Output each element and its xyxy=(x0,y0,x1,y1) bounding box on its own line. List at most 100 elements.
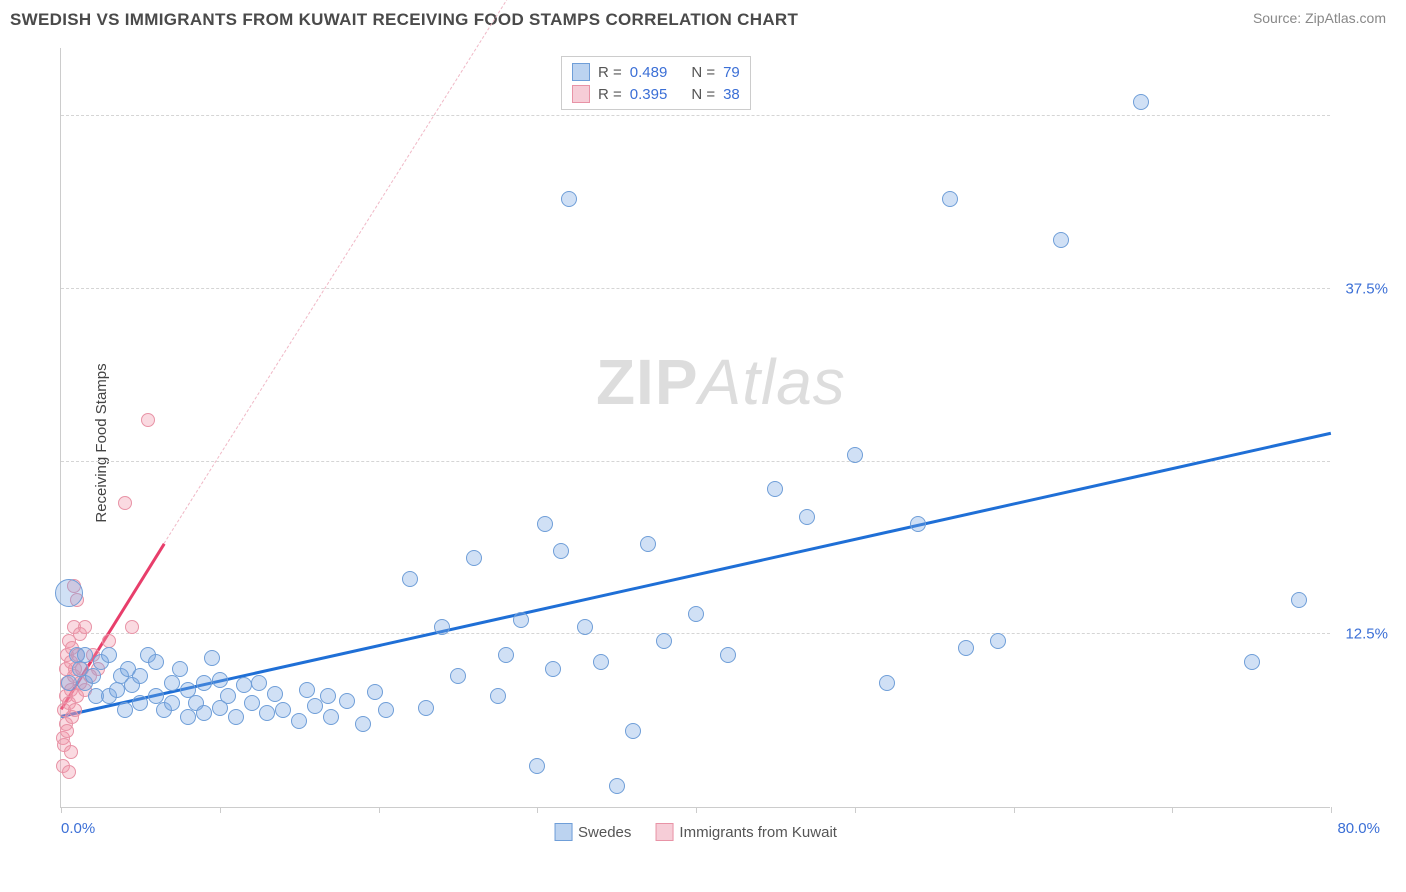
swatch-kuwait-icon xyxy=(655,823,673,841)
data-point-kuwait xyxy=(62,765,76,779)
data-point-swedes xyxy=(942,191,958,207)
data-point-swedes xyxy=(275,702,291,718)
data-point-swedes xyxy=(450,668,466,684)
swatch-swedes-icon xyxy=(554,823,572,841)
data-point-swedes xyxy=(267,686,283,702)
watermark: ZIPAtlas xyxy=(596,345,846,419)
data-point-swedes xyxy=(228,709,244,725)
trend-line xyxy=(164,0,522,544)
data-point-swedes xyxy=(1244,654,1260,670)
legend-item-kuwait: Immigrants from Kuwait xyxy=(655,823,837,841)
data-point-swedes xyxy=(990,633,1006,649)
data-point-swedes xyxy=(77,647,93,663)
x-tick-label: 80.0% xyxy=(1337,820,1380,837)
data-point-kuwait xyxy=(141,413,155,427)
data-point-swedes xyxy=(490,688,506,704)
data-point-swedes xyxy=(466,550,482,566)
grid-line xyxy=(61,115,1330,116)
x-tick xyxy=(379,807,380,813)
data-point-swedes xyxy=(640,536,656,552)
x-tick xyxy=(1172,807,1173,813)
x-tick xyxy=(1331,807,1332,813)
data-point-swedes xyxy=(212,672,228,688)
legend: Swedes Immigrants from Kuwait xyxy=(554,823,837,841)
data-point-swedes xyxy=(545,661,561,677)
data-point-swedes xyxy=(85,668,101,684)
legend-item-swedes: Swedes xyxy=(554,823,631,841)
grid-line xyxy=(61,288,1330,289)
data-point-swedes xyxy=(529,758,545,774)
data-point-swedes xyxy=(132,695,148,711)
data-point-swedes xyxy=(367,684,383,700)
data-point-swedes xyxy=(910,516,926,532)
y-tick-label: 12.5% xyxy=(1345,626,1388,643)
data-point-kuwait xyxy=(60,724,74,738)
data-point-swedes xyxy=(117,702,133,718)
data-point-swedes xyxy=(196,705,212,721)
data-point-swedes xyxy=(767,481,783,497)
x-tick xyxy=(1014,807,1015,813)
data-point-swedes xyxy=(688,606,704,622)
data-point-swedes xyxy=(164,675,180,691)
data-point-kuwait xyxy=(64,745,78,759)
stats-row-kuwait: R = 0.395 N = 38 xyxy=(572,83,740,105)
data-point-swedes xyxy=(148,654,164,670)
data-point-kuwait xyxy=(125,620,139,634)
data-point-swedes xyxy=(355,716,371,732)
trend-line xyxy=(61,431,1332,717)
data-point-swedes xyxy=(164,695,180,711)
data-point-swedes xyxy=(1291,592,1307,608)
chart-title: SWEDISH VS IMMIGRANTS FROM KUWAIT RECEIV… xyxy=(10,10,798,30)
data-point-swedes xyxy=(320,688,336,704)
data-point-swedes xyxy=(656,633,672,649)
data-point-swedes xyxy=(109,682,125,698)
data-point-kuwait xyxy=(118,496,132,510)
plot-area: ZIPAtlas R = 0.489 N = 79 R = 0.395 N = … xyxy=(60,48,1330,808)
x-tick xyxy=(855,807,856,813)
data-point-swedes xyxy=(101,647,117,663)
data-point-swedes xyxy=(204,650,220,666)
data-point-swedes xyxy=(244,695,260,711)
y-tick-label: 37.5% xyxy=(1345,280,1388,297)
data-point-swedes xyxy=(537,516,553,532)
x-tick xyxy=(537,807,538,813)
data-point-swedes xyxy=(132,668,148,684)
swatch-kuwait-icon xyxy=(572,85,590,103)
data-point-swedes xyxy=(251,675,267,691)
data-point-swedes xyxy=(498,647,514,663)
data-point-swedes xyxy=(434,619,450,635)
data-point-swedes xyxy=(847,447,863,463)
data-point-swedes xyxy=(879,675,895,691)
data-point-swedes xyxy=(561,191,577,207)
data-point-swedes xyxy=(593,654,609,670)
data-point-swedes xyxy=(958,640,974,656)
chart-container: Receiving Food Stamps ZIPAtlas R = 0.489… xyxy=(50,48,1380,838)
data-point-swedes xyxy=(625,723,641,739)
data-point-swedes xyxy=(236,677,252,693)
data-point-swedes xyxy=(291,713,307,729)
x-tick xyxy=(61,807,62,813)
data-point-swedes xyxy=(720,647,736,663)
data-point-swedes xyxy=(55,579,83,607)
data-point-swedes xyxy=(220,688,236,704)
x-tick-label: 0.0% xyxy=(61,820,95,837)
data-point-swedes xyxy=(799,509,815,525)
data-point-swedes xyxy=(180,709,196,725)
data-point-swedes xyxy=(609,778,625,794)
stats-box: R = 0.489 N = 79 R = 0.395 N = 38 xyxy=(561,56,751,110)
data-point-kuwait xyxy=(68,703,82,717)
data-point-swedes xyxy=(339,693,355,709)
data-point-swedes xyxy=(577,619,593,635)
data-point-swedes xyxy=(378,702,394,718)
x-tick xyxy=(696,807,697,813)
data-point-swedes xyxy=(196,675,212,691)
data-point-swedes xyxy=(1133,94,1149,110)
data-point-swedes xyxy=(323,709,339,725)
source-attribution: Source: ZipAtlas.com xyxy=(1253,10,1386,26)
swatch-swedes-icon xyxy=(572,63,590,81)
stats-row-swedes: R = 0.489 N = 79 xyxy=(572,61,740,83)
data-point-swedes xyxy=(1053,232,1069,248)
data-point-swedes xyxy=(553,543,569,559)
data-point-swedes xyxy=(61,675,77,691)
data-point-swedes xyxy=(259,705,275,721)
